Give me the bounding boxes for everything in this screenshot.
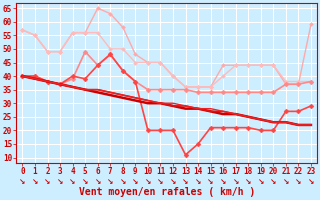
Text: ↘: ↘ [182, 177, 189, 186]
Text: ↘: ↘ [120, 177, 126, 186]
Text: ↘: ↘ [32, 177, 38, 186]
Text: ↘: ↘ [69, 177, 76, 186]
Text: ↘: ↘ [295, 177, 301, 186]
Text: ↘: ↘ [57, 177, 63, 186]
Text: ↘: ↘ [157, 177, 164, 186]
Text: ↘: ↘ [94, 177, 101, 186]
Text: ↘: ↘ [220, 177, 226, 186]
Text: ↘: ↘ [82, 177, 88, 186]
Text: ↘: ↘ [258, 177, 264, 186]
X-axis label: Vent moyen/en rafales ( km/h ): Vent moyen/en rafales ( km/h ) [79, 187, 255, 197]
Text: ↘: ↘ [207, 177, 214, 186]
Text: ↘: ↘ [308, 177, 314, 186]
Text: ↘: ↘ [107, 177, 114, 186]
Text: ↘: ↘ [233, 177, 239, 186]
Text: ↘: ↘ [245, 177, 252, 186]
Text: ↘: ↘ [145, 177, 151, 186]
Text: ↘: ↘ [19, 177, 26, 186]
Text: ↘: ↘ [170, 177, 176, 186]
Text: ↘: ↘ [195, 177, 201, 186]
Text: ↘: ↘ [44, 177, 51, 186]
Text: ↘: ↘ [270, 177, 276, 186]
Text: ↘: ↘ [132, 177, 139, 186]
Text: ↘: ↘ [283, 177, 289, 186]
